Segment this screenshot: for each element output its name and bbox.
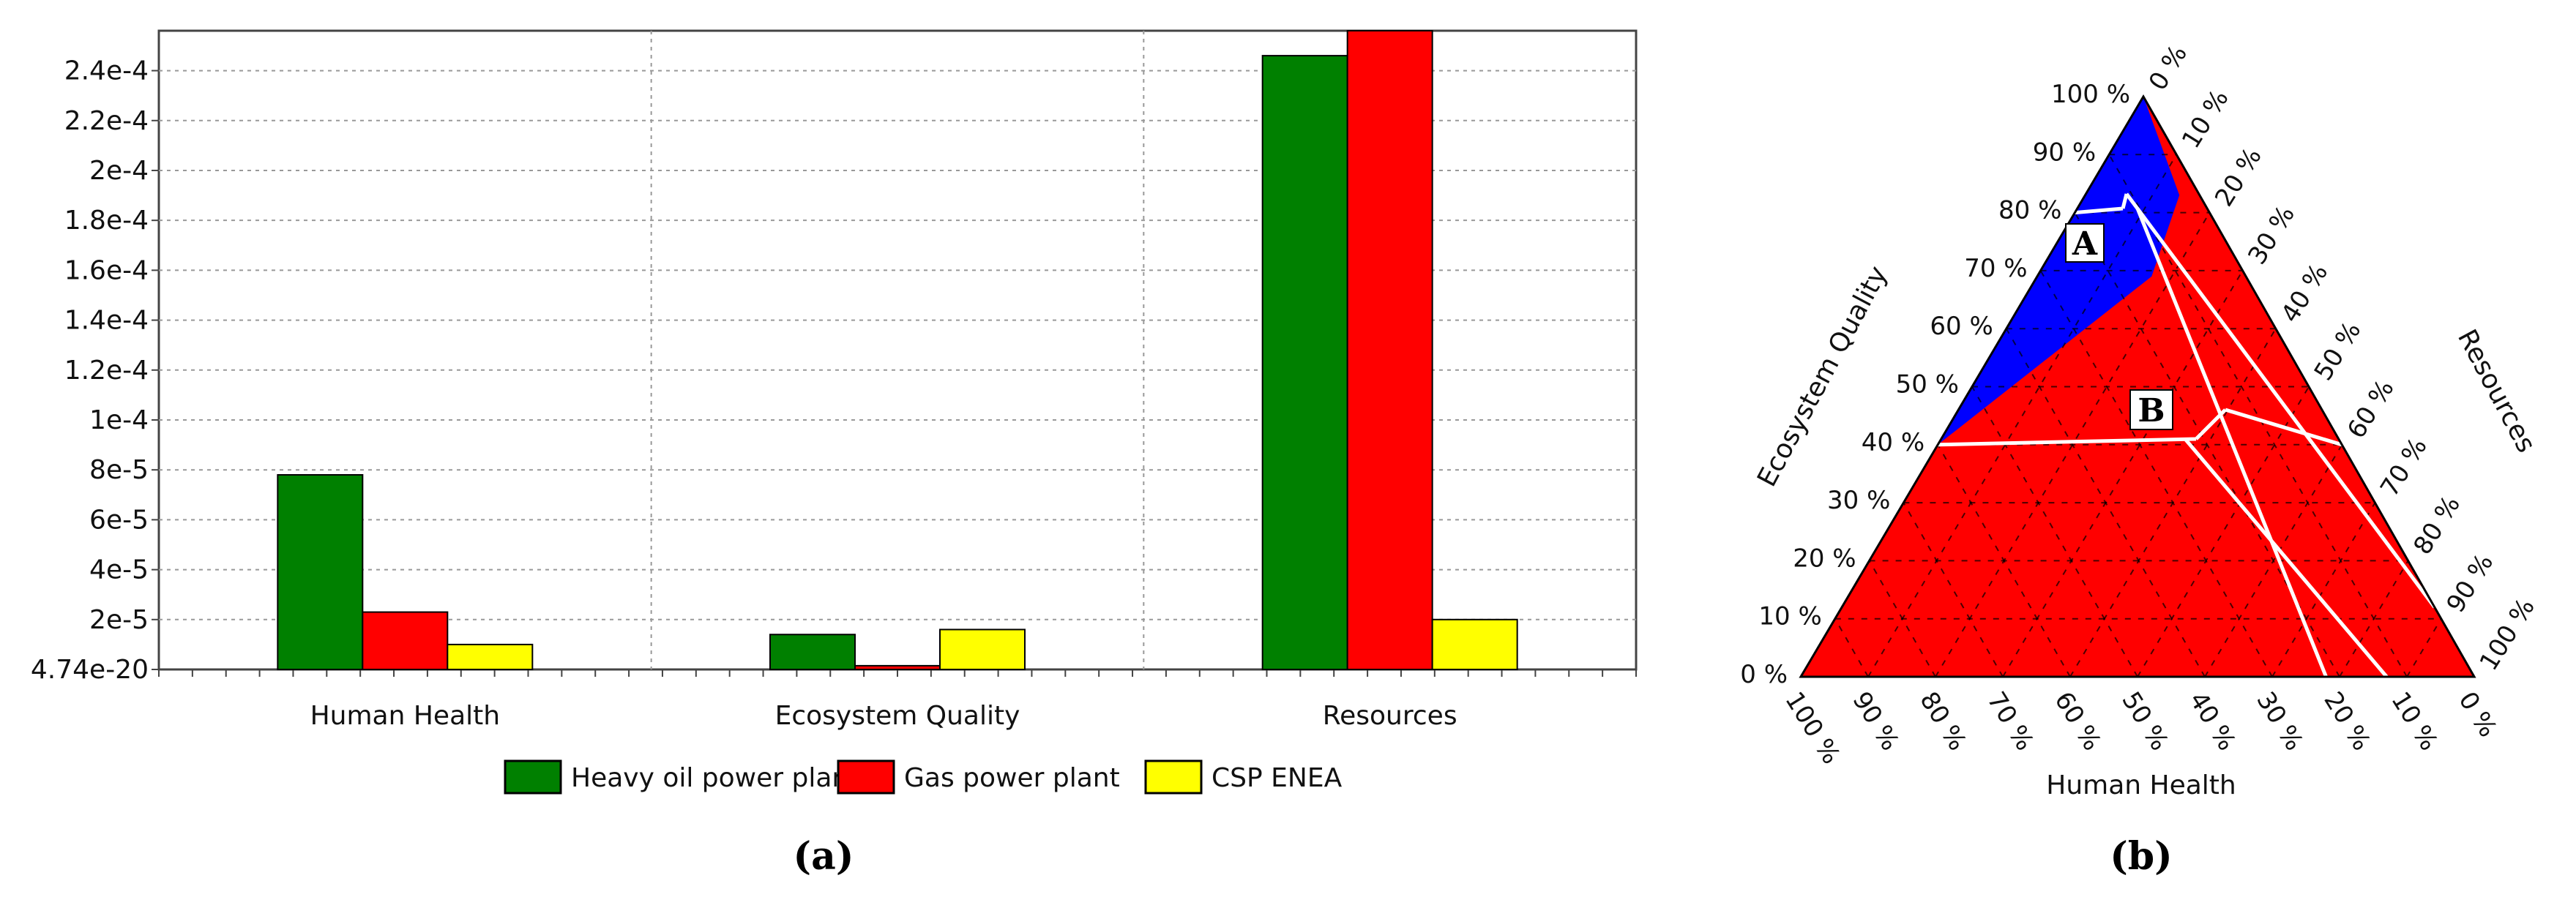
y-tick-label: 2.2e-4	[64, 106, 149, 136]
x-category-label: Human Health	[310, 701, 501, 731]
y-tick-label: 1.2e-4	[64, 356, 149, 386]
y-tick-label: 2.4e-4	[64, 56, 149, 86]
y-tick-label: 2e-5	[89, 605, 149, 635]
region-boundary	[2135, 208, 2328, 678]
left-axis-tick-label: 90 %	[2033, 138, 2096, 167]
region-a-box	[2065, 223, 2105, 263]
ternary-gridline	[1834, 618, 1869, 678]
panel-label: (b)	[2110, 834, 2173, 879]
bottom-axis-tick-label: 20 %	[2318, 687, 2376, 756]
bottom-axis-tick-label: 100 %	[1779, 687, 1845, 770]
x-category-label: Ecosystem Quality	[775, 701, 1020, 731]
region-boundary	[2225, 408, 2342, 447]
right-axis-tick-label: 50 %	[2309, 317, 2367, 386]
region-boundary	[2124, 192, 2436, 609]
y-tick-label: 4e-5	[89, 555, 149, 585]
x-category-label: Resources	[1323, 701, 1457, 731]
region-b-box	[2129, 389, 2173, 430]
bottom-axis-tick-label: 40 %	[2183, 687, 2241, 756]
y-tick-label: 1.4e-4	[64, 306, 149, 336]
bar	[854, 664, 941, 670]
y-tick-label: 2e-4	[89, 156, 149, 186]
right-axis-tick-label: 20 %	[2209, 143, 2268, 211]
legend-swatch	[1144, 759, 1203, 795]
ternary-gridline	[1867, 154, 2178, 678]
ternary-diagram-panel: AB0 %10 %20 %30 %40 %50 %60 %70 %80 %90 …	[1740, 40, 2541, 879]
bar	[769, 634, 856, 670]
left-axis-tick-label: 10 %	[1758, 602, 1821, 631]
bottom-axis-tick-label: 50 %	[2116, 687, 2174, 756]
region-b-fill	[1801, 97, 2474, 677]
y-tick-label: 6e-5	[89, 505, 149, 535]
ternary-outline	[1799, 94, 2476, 678]
y-tick-label: 1e-4	[89, 405, 149, 435]
legend-label: Heavy oil power plant	[571, 763, 859, 793]
right-axis-tick-label: 0 %	[2143, 40, 2193, 96]
bottom-axis-tick-label: 10 %	[2385, 687, 2444, 756]
y-tick-label: 4.74e-20	[31, 655, 149, 685]
left-axis-tick-label: 20 %	[1793, 544, 1856, 573]
left-axis-tick-label: 70 %	[1964, 254, 2027, 283]
left-axis-tick-label: 0 %	[1740, 660, 1788, 689]
region-a-label: A	[2072, 225, 2098, 263]
right-axis-tick-label: 60 %	[2342, 375, 2400, 443]
bottom-axis-tick-label: 60 %	[2048, 687, 2107, 756]
region-boundary	[1938, 437, 2197, 447]
right-axis-tick-label: 10 %	[2176, 85, 2235, 154]
bar	[447, 643, 534, 670]
right-axis-title: Resources	[2452, 325, 2542, 458]
bottom-axis-tick-label: 70 %	[1981, 687, 2039, 756]
left-axis-tick-label: 30 %	[1827, 486, 1890, 515]
y-tick-label: 8e-5	[89, 455, 149, 485]
ternary-gridline	[2204, 444, 2343, 678]
right-axis-tick-label: 30 %	[2242, 200, 2301, 269]
ternary-gridline	[1935, 212, 2211, 678]
right-axis-tick-label: 40 %	[2276, 259, 2334, 328]
bottom-axis-tick-label: 0 %	[2452, 687, 2502, 743]
legend-label: CSP ENEA	[1212, 763, 1343, 793]
right-axis-tick-label: 70 %	[2375, 432, 2433, 501]
ternary-gridline	[1971, 386, 2138, 678]
bar	[939, 628, 1026, 670]
ternary-gridline	[2339, 560, 2409, 678]
panel-label: (a)	[794, 834, 854, 879]
region-boundary	[2075, 206, 2124, 215]
bar	[1261, 55, 1348, 670]
left-axis-tick-label: 40 %	[1862, 428, 1924, 457]
bar-chart-panel: 4.74e-20 2e-5 4e-5 6e-5 8e-5 1e-4 1.2e-4 1.4e-4…	[31, 29, 1638, 879]
region-boundary	[2121, 193, 2129, 209]
ternary-gridline	[1937, 444, 2071, 678]
bottom-axis-tick-label: 80 %	[1914, 687, 1972, 756]
bar	[277, 474, 364, 670]
bar	[1431, 618, 1518, 670]
ternary-gridline	[2108, 154, 2408, 678]
bar	[1346, 30, 1433, 670]
bottom-axis-title: Human Health	[2046, 770, 2236, 800]
bar	[362, 611, 449, 670]
ternary-gridline	[2406, 618, 2442, 678]
bottom-axis-tick-label: 90 %	[1846, 687, 1905, 756]
left-axis-tick-label: 100 %	[2051, 80, 2130, 109]
region-boundary	[2184, 438, 2389, 678]
legend-label: Gas power plant	[904, 763, 1120, 793]
left-axis-tick-label: 50 %	[1896, 370, 1959, 399]
right-axis-tick-label: 80 %	[2408, 491, 2466, 560]
right-axis-tick-label: 100 %	[2474, 593, 2541, 676]
y-tick-label: 1.8e-4	[64, 206, 149, 236]
left-axis-tick-label: 60 %	[1930, 312, 1993, 341]
left-axis-tick-label: 80 %	[1998, 196, 2061, 225]
y-tick-label: 1.6e-4	[64, 255, 149, 285]
ternary-gridline	[2137, 386, 2310, 678]
bottom-axis-tick-label: 30 %	[2250, 687, 2309, 756]
ternary-gridline	[1868, 560, 1936, 678]
legend-swatch	[504, 759, 562, 795]
region-b-label: B	[2138, 392, 2165, 429]
right-axis-tick-label: 90 %	[2441, 549, 2500, 618]
legend-swatch	[837, 759, 895, 795]
